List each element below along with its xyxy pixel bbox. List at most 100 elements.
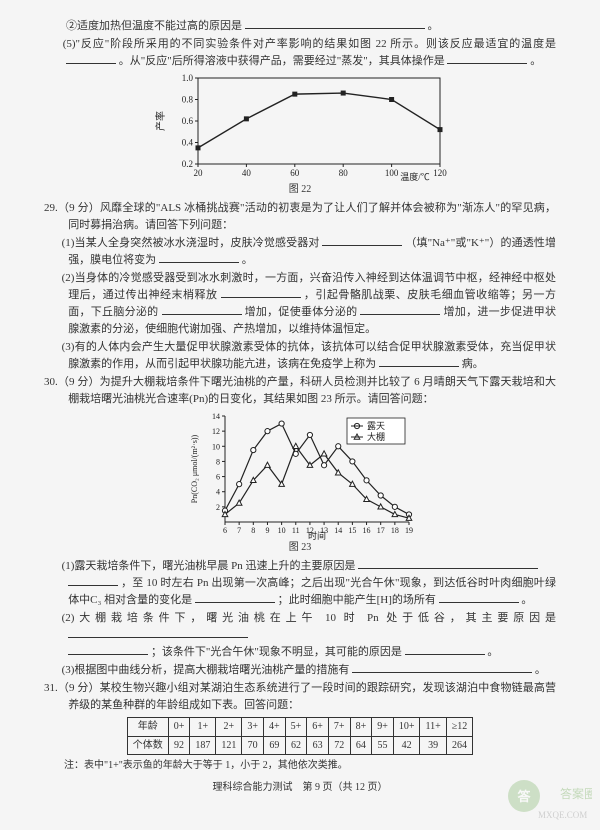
svg-text:15: 15: [348, 526, 356, 535]
table-cell: 42: [393, 736, 420, 755]
blank: [447, 54, 527, 64]
table-cell: 63: [307, 736, 329, 755]
q30-p2: (2)大棚栽培条件下，曙光油桃在上午 10 时 Pn 处于低谷，其主要原因是 ；…: [44, 610, 556, 661]
table-cell: 11+: [420, 718, 446, 737]
svg-text:14: 14: [334, 526, 342, 535]
svg-text:Pn(CO₂ μmol/(m²·s)): Pn(CO₂ μmol/(m²·s)): [190, 435, 199, 504]
blank: [352, 663, 532, 673]
page-footer: 理科综合能力测试 第 9 页（共 12 页）: [44, 780, 556, 796]
table-cell: 0+: [168, 718, 190, 737]
svg-text:100: 100: [385, 168, 399, 178]
figure-22: 0.20.40.60.81.020406080100120产率温度/℃ 图 22: [44, 72, 556, 198]
intro-line2: (5)"反应"阶段所采用的不同实验条件对产率影响的结果如图 22 所示。则该反应…: [44, 36, 556, 70]
q30-p3: (3)根据图中曲线分析，提高大棚栽培曙光油桃产量的措施有 。: [44, 662, 556, 679]
table-cell: 39: [420, 736, 446, 755]
table-cell: 92: [168, 736, 190, 755]
svg-text:0.8: 0.8: [182, 95, 194, 105]
table-cell: 121: [216, 736, 242, 755]
svg-text:0.4: 0.4: [182, 138, 194, 148]
blank: [66, 54, 116, 64]
svg-text:80: 80: [339, 168, 349, 178]
q29-p3: (3)有的人体内会产生大量促甲状腺激素受体的抗体，该抗体可以结合促甲状腺激素受体…: [44, 339, 556, 373]
svg-text:6: 6: [223, 526, 227, 535]
table-cell: 72: [328, 736, 350, 755]
svg-text:8: 8: [216, 458, 220, 467]
q30-p1: (1)露天栽培条件下，曙光油桃早晨 Pn 迅速上升的主要原因是 ，至 10 时左…: [44, 558, 556, 609]
table-cell: 10+: [393, 718, 420, 737]
table-cell: 70: [242, 736, 264, 755]
age-table: 年龄0+1+2+3+4+5+6+7+8+9+10+11+≥12 个体数92187…: [127, 717, 474, 755]
table-cell: 个体数: [127, 736, 168, 755]
period: 。: [530, 55, 541, 67]
intro-line1-text: ②适度加热但温度不能过高的原因是: [66, 20, 242, 32]
blank: [162, 305, 242, 315]
table-cell: 5+: [285, 718, 307, 737]
svg-text:1.0: 1.0: [182, 73, 194, 83]
table-cell: 3+: [242, 718, 264, 737]
blank: [221, 288, 301, 298]
blank: [68, 645, 148, 655]
table-cell: 62: [285, 736, 307, 755]
svg-text:16: 16: [363, 526, 371, 535]
svg-text:9: 9: [265, 526, 269, 535]
q29-p1: (1)当某人全身突然被冰水浇湿时，皮肤冷觉感受器对 （填"Na⁺"或"K⁺"）的…: [44, 235, 556, 269]
table-note: 注：表中"1+"表示鱼的年龄大于等于 1，小于 2，其他依次类推。: [44, 758, 556, 774]
blank: [195, 593, 275, 603]
blank: [379, 357, 459, 367]
svg-text:40: 40: [242, 168, 252, 178]
svg-text:18: 18: [391, 526, 399, 535]
svg-text:0.6: 0.6: [182, 116, 194, 126]
blank: [68, 628, 248, 638]
blank: [245, 19, 425, 29]
svg-text:产率: 产率: [154, 111, 167, 131]
svg-text:10: 10: [278, 526, 286, 535]
table-cell: 年龄: [127, 718, 168, 737]
intro-line2a: (5)"反应"阶段所采用的不同实验条件对产率影响的结果如图 22 所示。则该反应…: [63, 38, 556, 50]
svg-text:10: 10: [212, 442, 220, 451]
chart-23: 2468101214678910111213141516171819Pn(CO₂…: [185, 410, 415, 540]
svg-text:6: 6: [216, 473, 220, 482]
table-cell: 187: [190, 736, 216, 755]
table-cell: 1+: [190, 718, 216, 737]
svg-text:温度/℃: 温度/℃: [400, 171, 430, 182]
svg-text:时间: 时间: [308, 530, 326, 540]
svg-text:答案圈: 答案圈: [560, 786, 592, 801]
svg-text:大棚: 大棚: [367, 431, 385, 442]
fig22-caption: 图 22: [44, 182, 556, 198]
svg-text:12: 12: [212, 427, 220, 436]
fig23-caption: 图 23: [44, 540, 556, 556]
table-cell: 64: [350, 736, 372, 755]
table-cell: 69: [264, 736, 286, 755]
figure-23: 2468101214678910111213141516171819Pn(CO₂…: [44, 410, 556, 556]
svg-text:20: 20: [194, 168, 204, 178]
blank: [68, 576, 118, 586]
table-cell: 9+: [372, 718, 394, 737]
watermark: 答 答案圈 MXQE.COM: [502, 778, 592, 822]
table-cell: 7+: [328, 718, 350, 737]
svg-text:0.2: 0.2: [182, 159, 193, 169]
watermark-badge-text: 答: [517, 789, 531, 804]
table-cell: 2+: [216, 718, 242, 737]
blank: [439, 593, 519, 603]
svg-text:露天: 露天: [367, 421, 385, 431]
intro-line2b: 。从"反应"后所得溶液中获得产品，需要经过"蒸发"，其具体操作是: [119, 55, 445, 67]
svg-text:7: 7: [237, 526, 241, 535]
q29-header: 29.（9 分）风靡全球的"ALS 冰桶挑战赛"活动的初衷是为了让人们了解并体会…: [44, 200, 556, 234]
table-cell: 6+: [307, 718, 329, 737]
svg-text:60: 60: [290, 168, 300, 178]
table-cell: 55: [372, 736, 394, 755]
blank: [358, 559, 538, 569]
blank: [360, 305, 440, 315]
period: 。: [428, 20, 439, 32]
intro-line1: ②适度加热但温度不能过高的原因是 。: [44, 18, 556, 35]
svg-text:8: 8: [251, 526, 255, 535]
table-cell: 264: [446, 736, 473, 755]
q31-header: 31.（9 分）某校生物兴趣小组对某湖泊生态系统进行了一段时间的跟踪研究，发现该…: [44, 680, 556, 714]
svg-text:MXQE.COM: MXQE.COM: [538, 810, 587, 820]
table-cell: 8+: [350, 718, 372, 737]
svg-text:17: 17: [377, 526, 385, 535]
q29-p2: (2)当身体的冷觉感受器受到冰水刺激时，一方面，兴奋沿传入神经到达体温调节中枢，…: [44, 270, 556, 338]
chart-22: 0.20.40.60.81.020406080100120产率温度/℃: [150, 72, 450, 182]
blank: [322, 236, 402, 246]
table-cell: 4+: [264, 718, 286, 737]
